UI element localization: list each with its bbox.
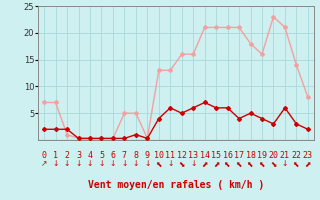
Text: ↓: ↓ <box>110 159 116 168</box>
Text: ⬉: ⬉ <box>247 159 254 168</box>
Text: ↓: ↓ <box>144 159 150 168</box>
Text: ↓: ↓ <box>98 159 105 168</box>
Text: ⬈: ⬈ <box>202 159 208 168</box>
Text: ⬊: ⬊ <box>270 159 277 168</box>
Text: ⬉: ⬉ <box>224 159 231 168</box>
Text: ↗: ↗ <box>41 159 47 168</box>
Text: ↓: ↓ <box>121 159 128 168</box>
Text: ↓: ↓ <box>75 159 82 168</box>
Text: ↓: ↓ <box>64 159 70 168</box>
Text: ⬈: ⬈ <box>213 159 219 168</box>
Text: ⬉: ⬉ <box>293 159 300 168</box>
Text: ⬉: ⬉ <box>156 159 162 168</box>
Text: ↓: ↓ <box>52 159 59 168</box>
Text: ⬉: ⬉ <box>236 159 242 168</box>
Text: ↓: ↓ <box>87 159 93 168</box>
Text: ↓: ↓ <box>133 159 139 168</box>
Text: ↓: ↓ <box>282 159 288 168</box>
X-axis label: Vent moyen/en rafales ( km/h ): Vent moyen/en rafales ( km/h ) <box>88 180 264 190</box>
Text: ⬉: ⬉ <box>259 159 265 168</box>
Text: ↓: ↓ <box>190 159 196 168</box>
Text: ↓: ↓ <box>167 159 173 168</box>
Text: ⬊: ⬊ <box>179 159 185 168</box>
Text: ⬈: ⬈ <box>305 159 311 168</box>
